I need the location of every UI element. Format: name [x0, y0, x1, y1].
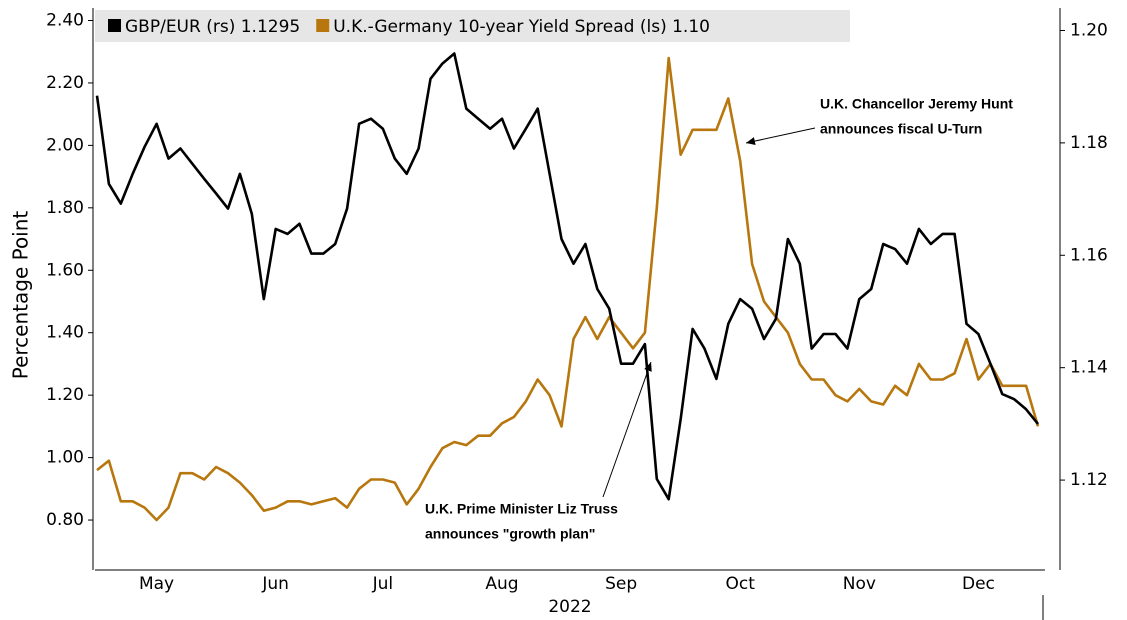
legend-box [95, 10, 850, 42]
y-tick-label: 1.00 [46, 448, 84, 468]
y-tick-label: 2.00 [46, 135, 84, 155]
x-axis-title: 2022 [548, 597, 591, 617]
legend-swatch [108, 19, 121, 32]
y-tick-label: 1.20 [46, 385, 84, 405]
annotation: announces fiscal U-Turn [820, 121, 982, 137]
series-line [96, 56, 1040, 522]
y2-tick-label: 1.20 [1070, 20, 1108, 40]
x-tick-label: Jun [261, 574, 289, 594]
x-tick-label: Sep [605, 574, 637, 594]
legend-label: GBP/EUR (rs) 1.1295 [125, 17, 300, 37]
y-tick-label: 2.40 [46, 10, 84, 30]
annotation-arrow [745, 127, 816, 145]
x-tick-label: Aug [485, 574, 518, 594]
x-tick-label: Dec [962, 574, 995, 594]
y2-tick-label: 1.18 [1070, 133, 1108, 153]
legend-swatch [316, 19, 330, 32]
y-axis-title: Percentage Point [9, 211, 33, 380]
x-tick-label: May [139, 574, 174, 594]
series-line [95, 52, 1040, 501]
x-tick-label: Oct [726, 574, 756, 594]
y-tick-label: 1.60 [46, 260, 84, 280]
y-tick-label: 1.40 [46, 323, 84, 343]
y-tick-label: 2.20 [46, 73, 84, 93]
x-tick-label: Jul [372, 574, 394, 594]
y2-tick-label: 1.14 [1070, 358, 1108, 378]
annotation: U.K. Prime Minister Liz Truss [425, 501, 618, 517]
legend-label: U.K.-Germany 10-year Yield Spread (ls) 1… [333, 17, 710, 37]
legend: GBP/EUR (rs) 1.1295 U.K.-Germany 10-year … [108, 17, 710, 37]
x-tick-label: Nov [843, 574, 876, 594]
y-tick-label: 0.80 [46, 510, 84, 530]
annotation: announces "growth plan" [425, 526, 595, 542]
y2-tick-label: 1.16 [1070, 245, 1108, 265]
y-tick-label: 1.80 [46, 198, 84, 218]
y2-tick-label: 1.12 [1070, 470, 1108, 490]
annotation-arrow [602, 361, 652, 498]
annotation: U.K. Chancellor Jeremy Hunt [820, 96, 1013, 112]
